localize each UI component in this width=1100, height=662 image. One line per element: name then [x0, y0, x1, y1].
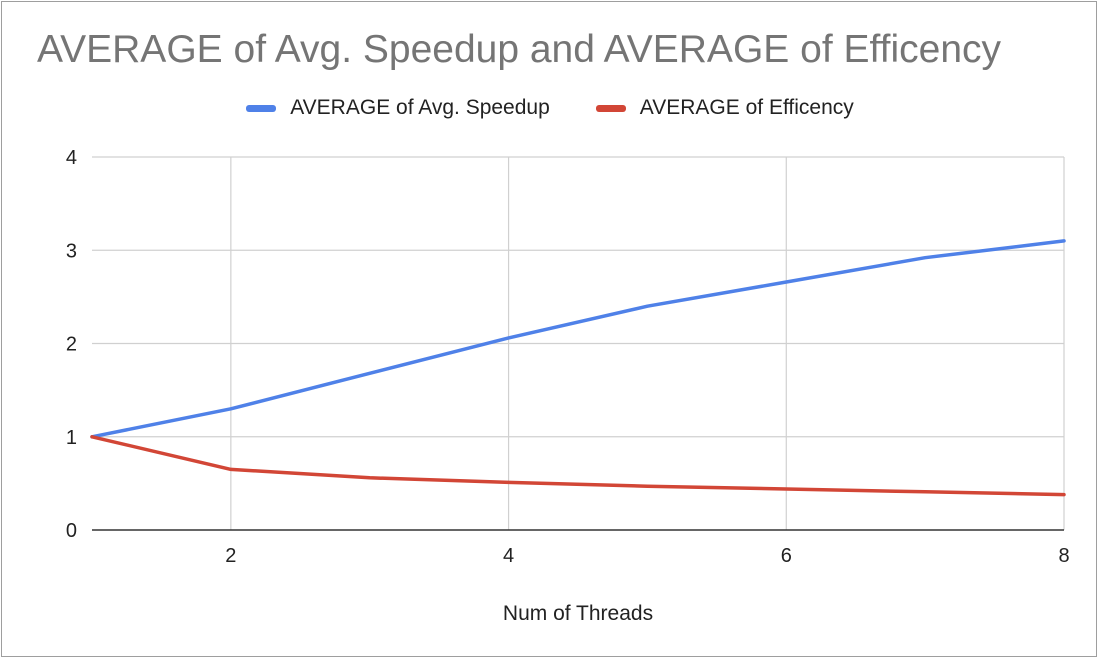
gridlines [92, 156, 1065, 531]
legend-swatch-speedup [246, 104, 277, 112]
y-tick-label: 3 [66, 240, 77, 262]
x-tick-label: 8 [1058, 545, 1069, 567]
series-lines [90, 239, 1066, 497]
chart-legend: AVERAGE of Avg. Speedup AVERAGE of Effic… [0, 96, 1100, 120]
series-line-speedup[interactable] [90, 239, 1066, 439]
y-tick-label: 2 [66, 334, 77, 356]
legend-item-efficency[interactable]: AVERAGE of Efficency [595, 96, 854, 120]
x-axis-title: Num of Threads [503, 602, 653, 625]
x-tick-label: 4 [503, 545, 514, 567]
series-line-efficency[interactable] [90, 435, 1066, 497]
x-tick-label: 6 [781, 545, 792, 567]
x-tick-label: 2 [225, 545, 236, 567]
y-tick-label: 4 [66, 147, 77, 169]
legend-swatch-efficency [595, 104, 626, 112]
tick-labels: 0 1 2 3 4 2 4 6 8 [66, 147, 1070, 567]
chart-title: AVERAGE of Avg. Speedup and AVERAGE of E… [37, 28, 1002, 71]
y-tick-label: 0 [66, 520, 77, 542]
legend-label-efficency: AVERAGE of Efficency [639, 96, 854, 119]
y-tick-label: 1 [66, 427, 77, 449]
legend-label-speedup: AVERAGE of Avg. Speedup [290, 96, 550, 119]
legend-item-speedup[interactable]: AVERAGE of Avg. Speedup [246, 96, 550, 120]
